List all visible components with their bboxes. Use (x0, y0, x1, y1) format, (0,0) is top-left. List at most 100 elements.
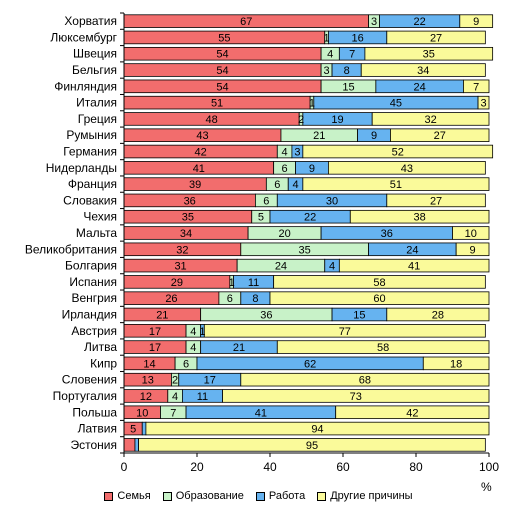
category-label: Чехия (83, 210, 117, 224)
data-label: 8 (344, 65, 350, 77)
category-label: Словения (62, 373, 117, 387)
data-label: 9 (473, 16, 479, 28)
legend-swatch (162, 491, 172, 501)
x-tick-label: 60 (336, 460, 350, 474)
legend-label: Работа (268, 490, 306, 502)
data-label: 32 (176, 244, 188, 256)
data-label: 3 (371, 16, 377, 28)
data-label: 11 (197, 391, 208, 403)
data-label: 94 (311, 424, 323, 436)
category-label: Болгария (65, 259, 117, 273)
category-label: Великобритания (25, 242, 117, 256)
data-label: 13 (142, 375, 154, 387)
bar-segment (240, 372, 490, 387)
category-label: Кипр (90, 356, 117, 370)
data-label: 77 (339, 326, 351, 338)
category-label: Ирландия (62, 307, 117, 321)
data-label: 8 (252, 293, 258, 305)
data-label: 41 (193, 163, 205, 175)
legend-swatch (317, 491, 327, 501)
category-label: Литва (84, 340, 117, 354)
data-label: 54 (216, 49, 228, 61)
data-label: 3 (324, 65, 330, 77)
category-labels: Хорватия Люксембург Швеция Бельгия Финляндия… (25, 14, 118, 452)
category-label: Испания (69, 275, 117, 289)
category-label: Италия (76, 96, 117, 110)
category-label: Греция (78, 112, 117, 126)
category-label: Австрия (71, 324, 117, 338)
data-label: 35 (299, 244, 311, 256)
data-label: 45 (390, 98, 402, 110)
data-label: 2 (172, 375, 178, 387)
data-label: 28 (432, 309, 444, 321)
x-tick-label: 20 (190, 460, 204, 474)
data-label: 68 (359, 375, 371, 387)
category-label: Швеция (73, 47, 117, 61)
data-label: 52 (392, 147, 404, 159)
data-label: 30 (326, 195, 338, 207)
data-label: 24 (275, 261, 287, 273)
category-label: Германия (63, 145, 117, 159)
data-label: 58 (373, 277, 385, 289)
data-label: 73 (350, 391, 362, 403)
data-label: 36 (184, 195, 196, 207)
category-label: Венгрия (71, 291, 117, 305)
data-label: 21 (313, 130, 325, 142)
data-label: 27 (430, 32, 442, 44)
data-label: 9 (309, 163, 315, 175)
category-label: Люксембург (50, 30, 117, 44)
bar-segment (141, 421, 147, 436)
data-label: 22 (414, 16, 426, 28)
data-label: 29 (171, 277, 183, 289)
legend-item: Образование (162, 490, 244, 502)
category-label: Финляндия (54, 79, 117, 93)
data-label: 54 (216, 65, 228, 77)
data-label: 6 (282, 163, 288, 175)
bar-segment (360, 63, 486, 77)
legend-item: Работа (255, 490, 306, 502)
data-label: 95 (306, 440, 318, 452)
bar-segment (134, 438, 139, 452)
data-label: 34 (180, 228, 192, 240)
data-label: 38 (414, 212, 426, 224)
category-label: Мальта (76, 226, 117, 240)
bar-segment (455, 242, 490, 257)
data-label: 58 (377, 342, 389, 354)
data-label: 12 (140, 391, 152, 403)
x-axis-unit: % (481, 480, 492, 494)
data-label: 4 (190, 342, 196, 354)
data-label: 10 (136, 407, 148, 419)
data-label: 35 (423, 49, 435, 61)
data-label: 5 (130, 424, 136, 436)
bar-segment (335, 405, 490, 420)
data-label: 35 (182, 212, 194, 224)
data-label: 51 (390, 179, 402, 191)
bar-segment (422, 356, 490, 371)
data-label: 4 (327, 49, 333, 61)
bar-segment (463, 79, 490, 94)
data-label: 17 (204, 375, 216, 387)
bar-segment (327, 161, 486, 175)
bar-segment (390, 128, 490, 142)
bar-segment (203, 324, 486, 338)
data-label: 1 (309, 98, 315, 110)
data-label: 24 (406, 244, 418, 256)
data-label: 51 (211, 98, 223, 110)
bar-segment (338, 258, 490, 273)
x-tick-label: 40 (263, 460, 277, 474)
data-label: 41 (255, 407, 267, 419)
bar-segment (452, 226, 490, 240)
data-label: 6 (183, 358, 189, 370)
data-label: 39 (189, 179, 201, 191)
data-label: 67 (240, 16, 252, 28)
axes: 0 20 40 60 80 100 (120, 12, 499, 474)
data-label: 9 (371, 130, 377, 142)
data-label: 36 (381, 228, 393, 240)
legend-swatch (104, 491, 114, 501)
data-label: 21 (156, 309, 168, 321)
category-label: Польша (72, 405, 117, 419)
bar-segment (349, 209, 490, 224)
data-label: 31 (174, 261, 186, 273)
bars-layer (123, 14, 494, 452)
data-label: 14 (143, 358, 155, 370)
